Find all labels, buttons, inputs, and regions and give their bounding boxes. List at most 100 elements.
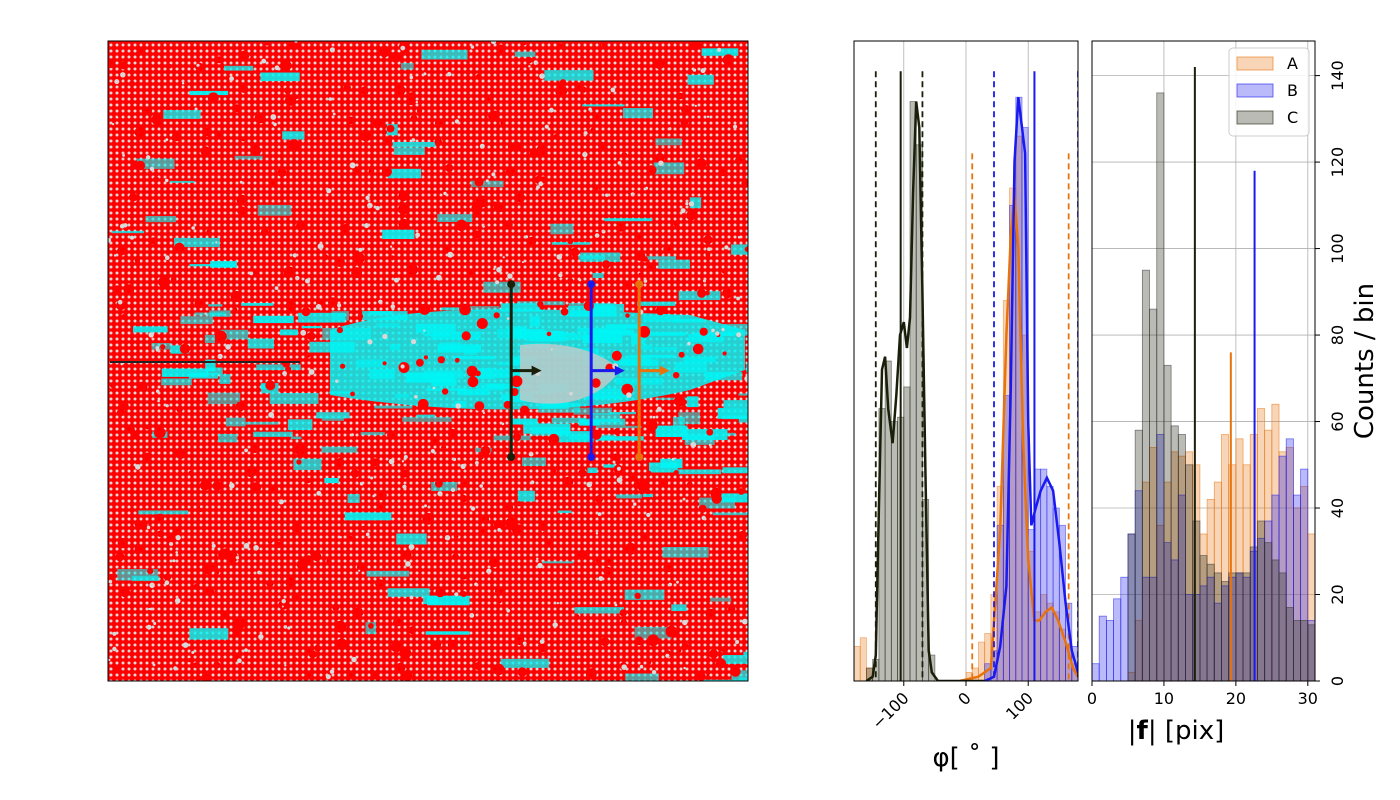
vector-dot xyxy=(435,119,443,127)
marker-end xyxy=(635,453,644,461)
vector-dot xyxy=(199,505,203,509)
vector-dot xyxy=(692,68,697,72)
vector-dot xyxy=(152,663,156,667)
vector-dot xyxy=(677,92,684,100)
vector-dot xyxy=(501,422,505,426)
vector-dot xyxy=(398,203,409,215)
vector-dot xyxy=(411,138,416,142)
vector-streak xyxy=(634,626,672,639)
vector-streak xyxy=(253,431,293,437)
vector-dot xyxy=(378,503,386,510)
vector-dot xyxy=(502,256,505,259)
vector-dot xyxy=(108,573,115,582)
vector-dot xyxy=(579,56,585,63)
vector-dot xyxy=(519,67,524,73)
vector-dot xyxy=(191,651,195,654)
vector-dot xyxy=(574,614,580,619)
vector-dot xyxy=(153,622,157,625)
vector-dot xyxy=(466,365,478,377)
vector-dot xyxy=(375,206,380,211)
vector-dot xyxy=(705,608,716,619)
vector-dot xyxy=(687,481,693,488)
vector-dot xyxy=(346,116,355,125)
vector-dot xyxy=(538,181,544,187)
vector-dot xyxy=(655,306,666,316)
vector-streak xyxy=(220,329,248,340)
vector-dot xyxy=(673,222,679,227)
vector-dot xyxy=(736,296,740,301)
vector-streak xyxy=(189,264,237,267)
vector-streak xyxy=(369,311,393,316)
vector-dot xyxy=(469,270,475,277)
vector-dot xyxy=(733,124,738,129)
kde-line-A xyxy=(959,196,1078,681)
vector-dot xyxy=(610,87,616,93)
angle-histogram-panel: −100 0 100 φ[ ˚ ] xyxy=(853,40,1079,773)
vector-dot xyxy=(681,642,689,651)
vector-dot xyxy=(368,623,374,629)
marker-arrowhead xyxy=(531,365,542,376)
vector-dot xyxy=(630,474,638,482)
vector-dot xyxy=(334,620,347,633)
vector-dot xyxy=(455,219,468,231)
vector-streak xyxy=(393,147,425,155)
vector-streak xyxy=(204,334,215,343)
vector-dot xyxy=(121,402,129,411)
vector-field-image xyxy=(108,41,748,681)
vector-dot xyxy=(182,642,189,648)
vector-dot xyxy=(462,481,469,488)
bar-C xyxy=(1271,559,1280,681)
vector-streak xyxy=(624,589,665,600)
vector-dot xyxy=(314,644,322,652)
vector-dot xyxy=(283,266,295,278)
bar-B xyxy=(1040,468,1048,681)
vector-dot xyxy=(285,577,295,587)
xtick-label: 20 xyxy=(1226,689,1246,708)
vector-streak xyxy=(425,631,470,635)
vector-streak xyxy=(470,180,504,188)
vector-dot xyxy=(502,447,508,453)
vector-streak xyxy=(219,374,231,384)
vector-dot xyxy=(724,245,729,250)
xtick-label: 0 xyxy=(954,688,975,709)
vector-dot xyxy=(283,625,288,629)
vector-dot xyxy=(415,100,418,104)
vector-dot xyxy=(482,225,485,228)
vector-dot xyxy=(415,232,420,238)
vector-dot xyxy=(476,73,481,79)
vector-streak xyxy=(437,214,473,222)
vector-dot xyxy=(202,562,214,575)
vector-dot xyxy=(398,191,409,202)
vector-dot xyxy=(567,238,573,245)
vector-streak xyxy=(722,655,748,664)
vector-dot xyxy=(665,625,678,638)
bar-B xyxy=(1046,486,1054,681)
kde-line-B xyxy=(984,97,1078,681)
vector-dot xyxy=(550,468,557,474)
vector-dot xyxy=(160,344,166,350)
vector-dot xyxy=(243,543,250,549)
vector-dot xyxy=(737,488,745,495)
vector-dot xyxy=(287,626,291,630)
vector-dot xyxy=(348,535,353,541)
vector-dot xyxy=(676,580,679,584)
vector-dot xyxy=(121,314,127,320)
vector-dot xyxy=(326,188,332,194)
vector-dot xyxy=(408,544,415,550)
vector-dot xyxy=(274,286,279,290)
vector-dot xyxy=(141,107,148,114)
vector-dot xyxy=(542,531,548,536)
vector-dot xyxy=(735,640,740,644)
vector-dot xyxy=(117,112,123,118)
vector-dot xyxy=(649,263,656,271)
vector-dot xyxy=(520,148,526,153)
vector-streak xyxy=(225,417,246,427)
vector-dot xyxy=(414,395,418,399)
vector-dot xyxy=(423,72,427,76)
vector-dot xyxy=(522,641,527,646)
vector-dot xyxy=(556,602,560,605)
vector-dot xyxy=(261,58,267,64)
vector-dot xyxy=(164,178,169,183)
vector-dot xyxy=(207,92,219,104)
vector-streak xyxy=(587,467,598,473)
